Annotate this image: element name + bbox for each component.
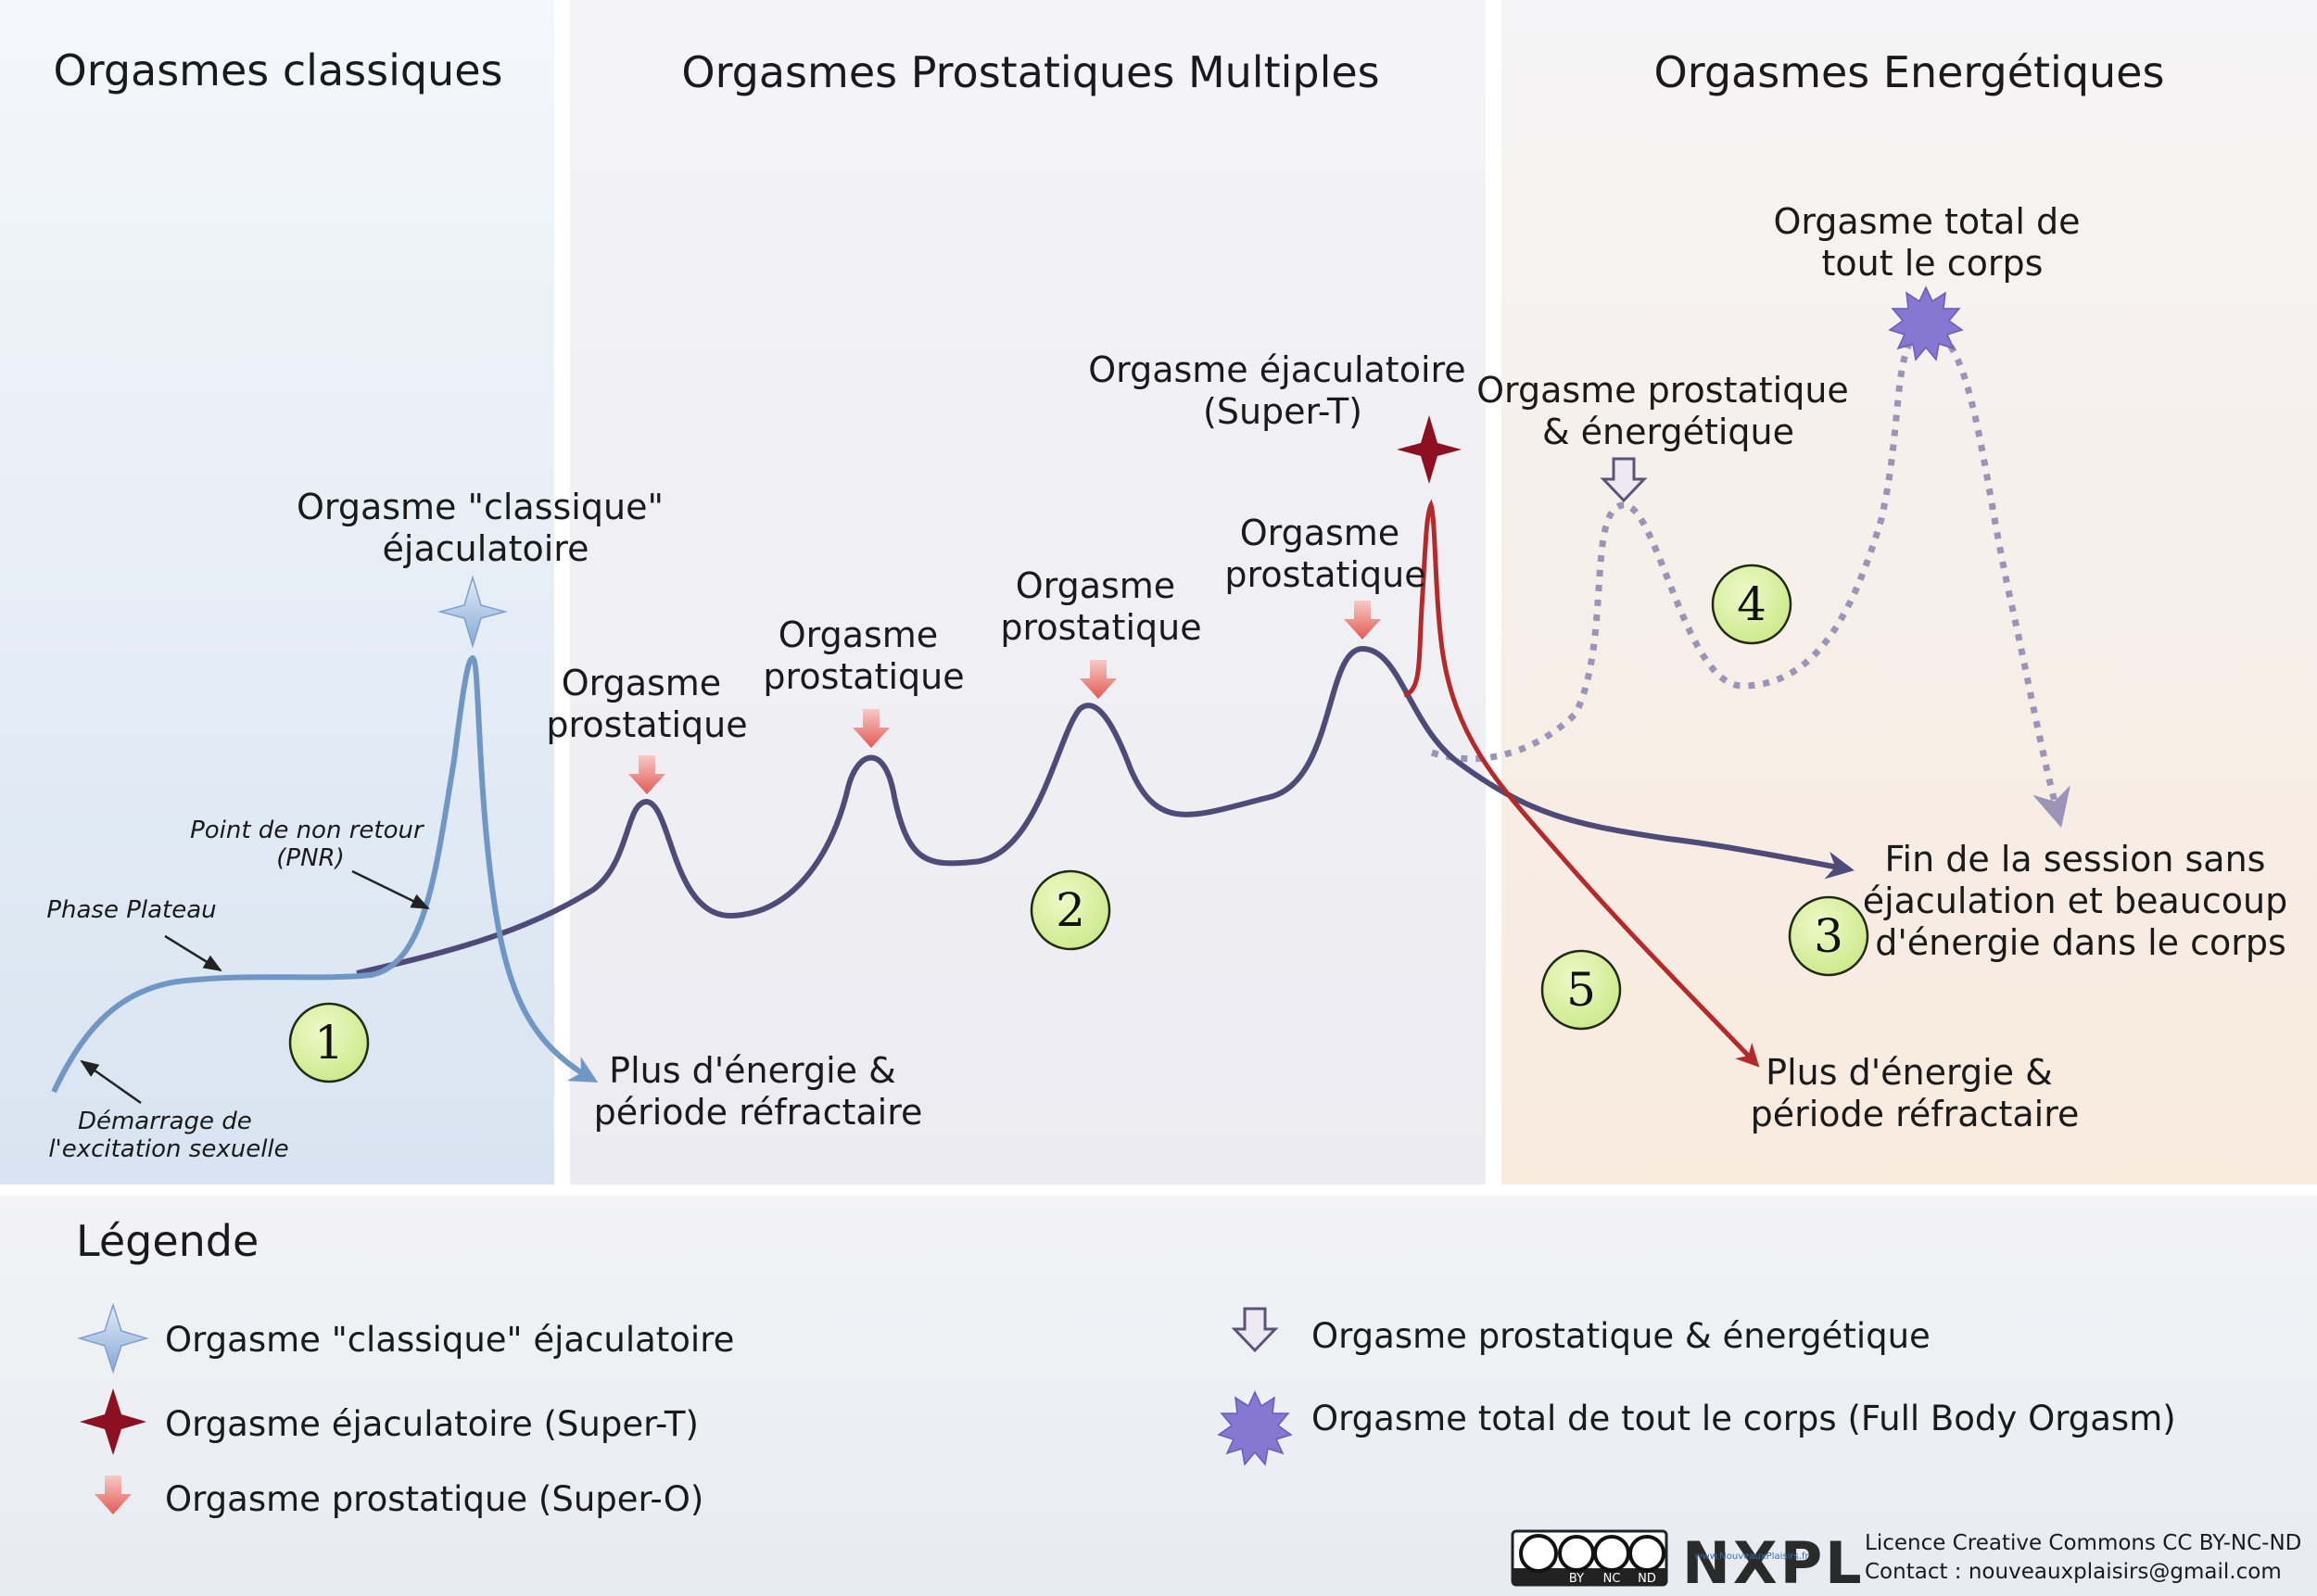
classic-orgasm-star-icon <box>437 575 508 649</box>
section-title-classic: Orgasmes classiques <box>54 45 503 95</box>
svg-text:2: 2 <box>1056 883 1085 937</box>
panel-classic <box>0 0 554 1184</box>
label-prostatic-3: Orgasme prostatique <box>1000 565 1201 648</box>
path-number-2: 2 <box>1030 869 1111 951</box>
prostatic-energetic-arrow-icon <box>1600 457 1648 503</box>
legend-label-full-body: Orgasme total de tout le corps (Full Bod… <box>1311 1399 2176 1438</box>
main-prostatic-curve <box>356 645 1855 976</box>
legend-label-prostatic-energetic: Orgasme prostatique & énergétique <box>1311 1316 1931 1356</box>
start-pointer <box>80 1059 142 1105</box>
svg-text:5: 5 <box>1566 963 1596 1017</box>
svg-text:ND: ND <box>1638 1572 1656 1586</box>
legend-title: Légende <box>76 1216 259 1266</box>
super-t-curve <box>1403 499 1760 1068</box>
label-outcome-classic: Plus d'énergie & période réfractaire <box>594 1050 923 1133</box>
label-super-t: Orgasme éjaculatoire (Super-T) <box>1088 349 1477 432</box>
by-icon <box>1558 1535 1595 1572</box>
label-prostatic-4: Orgasme prostatique <box>1224 513 1425 595</box>
legend-full-body-starburst-icon <box>1217 1390 1293 1466</box>
energetic-curve <box>1430 325 2070 829</box>
panel-energetic <box>1501 0 2317 1184</box>
path-number-1: 1 <box>288 1002 370 1083</box>
label-prostatic-energetic: Orgasme prostatique & énergétique <box>1476 370 1860 452</box>
svg-text:1: 1 <box>314 1016 344 1070</box>
svg-text:BY: BY <box>1569 1572 1584 1586</box>
cc-icon <box>1519 1534 1558 1573</box>
prostatic-arrow-icon <box>1080 660 1117 699</box>
label-full-body: Orgasme total de tout le corps <box>1773 201 2091 284</box>
license-text: Licence Creative Commons CC BY-NC-ND <box>1865 1531 2301 1555</box>
label-classic-peak: Orgasme "classique" éjaculatoire <box>297 487 675 569</box>
nxpl-logo: NXPL <box>1682 1529 1865 1596</box>
label-plateau: Phase Plateau <box>46 896 216 924</box>
prostatic-arrow-icon <box>628 755 665 794</box>
cc-license-badge: BY NC ND <box>1511 1529 1668 1587</box>
section-title-energetic: Orgasmes Energétiques <box>1654 47 2165 97</box>
svg-text:3: 3 <box>1814 909 1843 963</box>
full-body-starburst-icon <box>1888 285 1964 361</box>
legend-label-classic: Orgasme "classique" éjaculatoire <box>165 1320 734 1360</box>
label-outcome-session: Fin de la session sans éjaculation et be… <box>1863 839 2299 963</box>
svg-text:NC: NC <box>1603 1572 1621 1586</box>
super-t-star-icon <box>1397 415 1462 484</box>
prostatic-arrow-icon <box>1344 601 1381 640</box>
classic-curve <box>51 654 599 1094</box>
nd-icon <box>1628 1535 1665 1572</box>
contact-text: Contact : nouveauxplaisirs@gmail.com <box>1865 1560 2282 1584</box>
svg-text:4: 4 <box>1737 577 1766 631</box>
legend-classic-star-icon <box>77 1302 149 1374</box>
nc-icon <box>1593 1535 1630 1572</box>
path-number-5: 5 <box>1540 949 1622 1031</box>
legend-label-super-t: Orgasme éjaculatoire (Super-T) <box>165 1404 699 1444</box>
legend-label-prostatic: Orgasme prostatique (Super-O) <box>165 1479 703 1519</box>
legend-super-t-star-icon <box>80 1388 146 1455</box>
pnr-pointer <box>351 869 430 910</box>
plateau-pointer <box>164 934 222 972</box>
label-start: Démarrage de l'excitation sexuelle <box>48 1108 288 1163</box>
nxpl-logo-url: www.NouveauxPlaisirs.fr <box>1694 1552 1809 1562</box>
legend-prostatic-arrow-icon <box>95 1476 132 1514</box>
path-number-4: 4 <box>1711 564 1792 645</box>
path-number-3: 3 <box>1788 895 1869 977</box>
label-prostatic-2: Orgasme prostatique <box>763 614 964 697</box>
label-prostatic-1: Orgasme prostatique <box>546 663 747 745</box>
label-pnr: Point de non retour (PNR) <box>190 817 431 872</box>
prostatic-arrow-icon <box>853 709 890 748</box>
panel-prostatic <box>570 0 1486 1184</box>
panel-legend <box>0 1196 2317 1596</box>
legend-prostatic-energetic-arrow-icon <box>1231 1307 1279 1353</box>
section-title-prostatic: Orgasmes Prostatiques Multiples <box>681 47 1379 97</box>
label-outcome-super-t: Plus d'énergie & période réfractaire <box>1751 1052 2080 1134</box>
